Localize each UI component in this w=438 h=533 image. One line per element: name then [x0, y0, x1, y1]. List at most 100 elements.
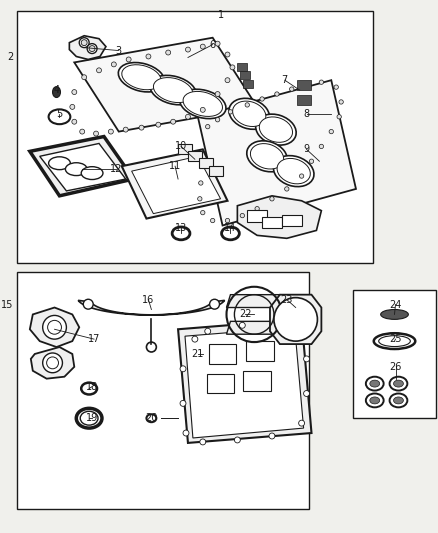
- Circle shape: [87, 44, 97, 53]
- Ellipse shape: [183, 92, 223, 116]
- Circle shape: [205, 328, 211, 334]
- Text: 25: 25: [389, 334, 402, 344]
- Circle shape: [210, 299, 219, 309]
- Text: 17: 17: [88, 334, 100, 344]
- Text: 1: 1: [218, 10, 224, 20]
- Ellipse shape: [81, 167, 103, 180]
- Ellipse shape: [256, 114, 296, 145]
- Circle shape: [225, 78, 230, 83]
- Circle shape: [171, 119, 176, 124]
- Circle shape: [245, 103, 249, 107]
- Ellipse shape: [251, 143, 284, 169]
- Polygon shape: [209, 344, 237, 364]
- Polygon shape: [243, 80, 253, 88]
- Circle shape: [180, 400, 186, 406]
- Polygon shape: [185, 327, 304, 438]
- Ellipse shape: [53, 87, 60, 98]
- Text: 4: 4: [53, 85, 60, 95]
- Text: 22: 22: [239, 310, 251, 319]
- Polygon shape: [207, 374, 234, 393]
- Polygon shape: [74, 38, 257, 132]
- Text: 19: 19: [86, 413, 98, 423]
- Polygon shape: [188, 151, 202, 161]
- Polygon shape: [237, 63, 247, 71]
- Circle shape: [42, 353, 63, 373]
- Polygon shape: [270, 295, 321, 344]
- Circle shape: [82, 75, 87, 80]
- Text: 7: 7: [282, 75, 288, 85]
- Ellipse shape: [65, 163, 87, 175]
- Bar: [17, 11, 373, 263]
- Circle shape: [205, 125, 210, 129]
- Circle shape: [89, 46, 95, 52]
- Circle shape: [48, 320, 61, 334]
- Circle shape: [337, 115, 341, 119]
- Circle shape: [139, 125, 144, 130]
- Text: 23: 23: [281, 295, 293, 304]
- Circle shape: [72, 119, 77, 124]
- Circle shape: [334, 85, 339, 90]
- Text: 20: 20: [145, 413, 158, 423]
- Text: 21: 21: [192, 349, 204, 359]
- Circle shape: [225, 219, 230, 223]
- Circle shape: [274, 319, 280, 325]
- Text: 9: 9: [304, 144, 310, 155]
- Ellipse shape: [118, 62, 165, 92]
- Ellipse shape: [247, 141, 287, 172]
- Circle shape: [339, 100, 343, 104]
- Ellipse shape: [393, 380, 403, 387]
- Circle shape: [274, 297, 318, 341]
- Circle shape: [42, 316, 67, 339]
- Circle shape: [201, 211, 205, 215]
- Polygon shape: [226, 321, 284, 334]
- Ellipse shape: [273, 156, 314, 187]
- Circle shape: [215, 118, 220, 122]
- Circle shape: [80, 129, 85, 134]
- Text: 6: 6: [210, 39, 216, 50]
- Polygon shape: [246, 341, 274, 361]
- Polygon shape: [262, 216, 282, 229]
- Circle shape: [309, 159, 314, 164]
- Text: 10: 10: [175, 141, 187, 151]
- Circle shape: [83, 299, 93, 309]
- Text: 14: 14: [224, 223, 237, 233]
- Circle shape: [304, 356, 310, 362]
- Circle shape: [200, 439, 206, 445]
- Circle shape: [123, 127, 128, 132]
- Circle shape: [319, 144, 324, 149]
- Circle shape: [198, 181, 203, 185]
- Text: 5: 5: [57, 109, 63, 119]
- Ellipse shape: [150, 75, 196, 105]
- Polygon shape: [297, 95, 311, 105]
- Text: 8: 8: [304, 109, 310, 119]
- Circle shape: [239, 322, 245, 328]
- Polygon shape: [240, 71, 250, 79]
- Circle shape: [201, 164, 205, 168]
- Polygon shape: [69, 36, 106, 60]
- Text: 13: 13: [175, 223, 187, 233]
- Circle shape: [146, 54, 151, 59]
- Circle shape: [215, 92, 220, 96]
- Circle shape: [185, 114, 191, 119]
- Circle shape: [319, 80, 324, 84]
- Circle shape: [270, 197, 274, 201]
- Polygon shape: [30, 308, 79, 347]
- Polygon shape: [31, 347, 74, 378]
- Polygon shape: [78, 301, 225, 315]
- Polygon shape: [209, 166, 223, 176]
- Circle shape: [156, 122, 161, 127]
- Ellipse shape: [49, 157, 71, 169]
- Polygon shape: [178, 319, 311, 443]
- Text: 12: 12: [110, 164, 122, 174]
- Circle shape: [200, 107, 205, 112]
- Circle shape: [211, 219, 215, 223]
- Polygon shape: [132, 156, 221, 214]
- Polygon shape: [282, 215, 302, 227]
- Circle shape: [180, 366, 186, 372]
- Circle shape: [126, 57, 131, 62]
- Circle shape: [304, 83, 309, 87]
- Ellipse shape: [381, 310, 408, 319]
- Ellipse shape: [180, 89, 226, 119]
- Circle shape: [192, 336, 198, 342]
- Polygon shape: [243, 371, 271, 391]
